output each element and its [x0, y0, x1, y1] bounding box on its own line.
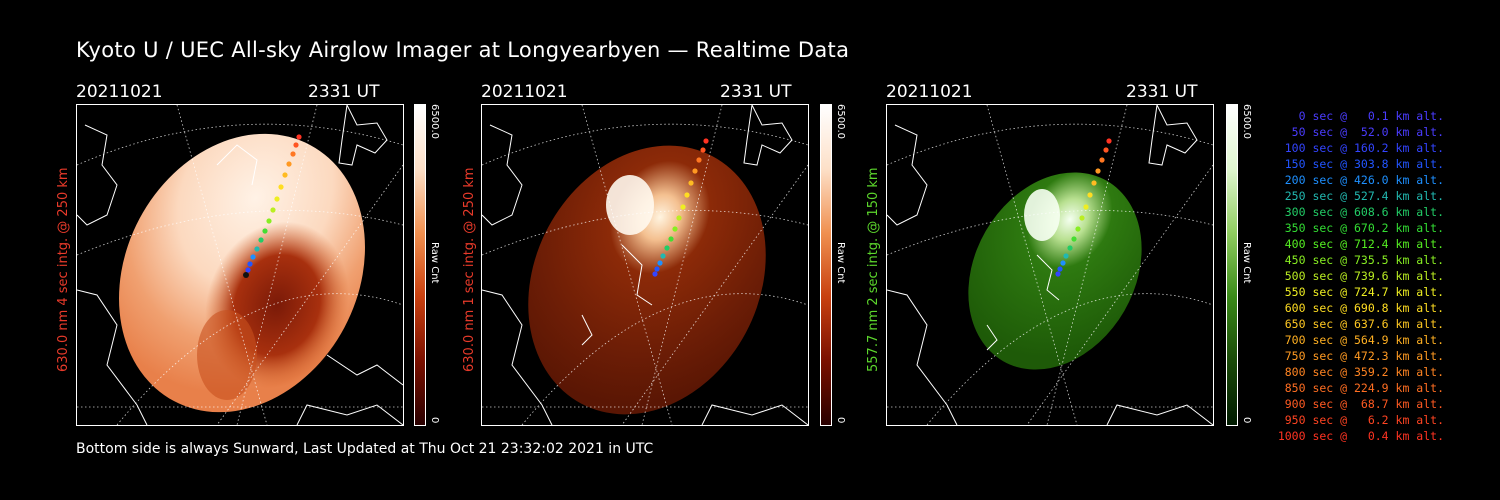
legend-row: 100 sec @ 160.2 km alt.	[1284, 141, 1444, 155]
legend-row: 0 sec @ 0.1 km alt.	[1298, 109, 1444, 123]
legend-row: 250 sec @ 527.4 km alt.	[1284, 189, 1444, 203]
panel-3-time: 2331 UT	[1126, 82, 1198, 102]
trajectory-dots	[1055, 138, 1112, 277]
panel-1-colorbar	[414, 104, 426, 426]
legend-row: 500 sec @ 739.6 km alt.	[1284, 269, 1444, 283]
legend-row: 200 sec @ 426.0 km alt.	[1284, 173, 1444, 187]
legend-row: 800 sec @ 359.2 km alt.	[1284, 365, 1444, 379]
trajectory-dots	[243, 134, 302, 278]
panel-3-date: 20211021	[886, 82, 973, 102]
panel-3-colorbar	[1226, 104, 1238, 426]
legend-row: 350 sec @ 670.2 km alt.	[1284, 221, 1444, 235]
legend-row: 750 sec @ 472.3 km alt.	[1284, 349, 1444, 363]
panel-1-time: 2331 UT	[308, 82, 380, 102]
panel-1-cbar-unit: Raw Cnt	[429, 242, 440, 284]
panel-2-date: 20211021	[481, 82, 568, 102]
footer-status: Bottom side is always Sunward, Last Upda…	[76, 441, 654, 457]
panel-2-cbar-max: 6500.0	[835, 104, 846, 139]
legend-row: 600 sec @ 690.8 km alt.	[1284, 301, 1444, 315]
legend-row: 50 sec @ 52.0 km alt.	[1291, 125, 1444, 139]
legend-row: 650 sec @ 637.6 km alt.	[1284, 317, 1444, 331]
panel-2-cbar-unit: Raw Cnt	[835, 242, 846, 284]
panel-2-time: 2331 UT	[720, 82, 792, 102]
panel-2-colorbar	[820, 104, 832, 426]
panel-1-cbar-max: 6500.0	[429, 104, 440, 139]
panel-3-image	[886, 104, 1214, 426]
legend-row: 700 sec @ 564.9 km alt.	[1284, 333, 1444, 347]
panel-2-image	[481, 104, 809, 426]
trajectory-legend: 0 sec @ 0.1 km alt. 50 sec @ 52.0 km alt.…	[1262, 108, 1444, 444]
panel-3-cbar-min: 0	[1241, 417, 1252, 424]
panel-2-label: 630.0 nm 1 sec intg. @ 250 km	[462, 167, 477, 372]
airglow-image-557-2s	[968, 172, 1142, 370]
panel-3-cbar-max: 6500.0	[1241, 104, 1252, 139]
panel-3-label: 557.7 nm 2 sec intg. @ 150 km	[866, 167, 881, 372]
legend-row: 900 sec @ 68.7 km alt.	[1284, 397, 1444, 411]
legend-row: 950 sec @ 6.2 km alt.	[1284, 413, 1444, 427]
airglow-image-630-1s	[528, 145, 766, 415]
panel-3-cbar-unit: Raw Cnt	[1241, 242, 1252, 284]
legend-row: 850 sec @ 224.9 km alt.	[1284, 381, 1444, 395]
panel-1-label: 630.0 nm 4 sec intg. @ 250 km	[56, 167, 71, 372]
legend-row: 550 sec @ 724.7 km alt.	[1284, 285, 1444, 299]
legend-row: 150 sec @ 303.8 km alt.	[1284, 157, 1444, 171]
page-title: Kyoto U / UEC All-sky Airglow Imager at …	[76, 38, 850, 62]
panel-1-date: 20211021	[76, 82, 163, 102]
legend-row: 300 sec @ 608.6 km alt.	[1284, 205, 1444, 219]
panel-1-image	[76, 104, 404, 426]
trajectory-dots	[652, 138, 709, 277]
panel-2-cbar-min: 0	[835, 417, 846, 424]
panel-1-cbar-min: 0	[429, 417, 440, 424]
legend-row: 1000 sec @ 0.4 km alt.	[1277, 429, 1444, 443]
legend-row: 400 sec @ 712.4 km alt.	[1284, 237, 1444, 251]
legend-row: 450 sec @ 735.5 km alt.	[1284, 253, 1444, 267]
